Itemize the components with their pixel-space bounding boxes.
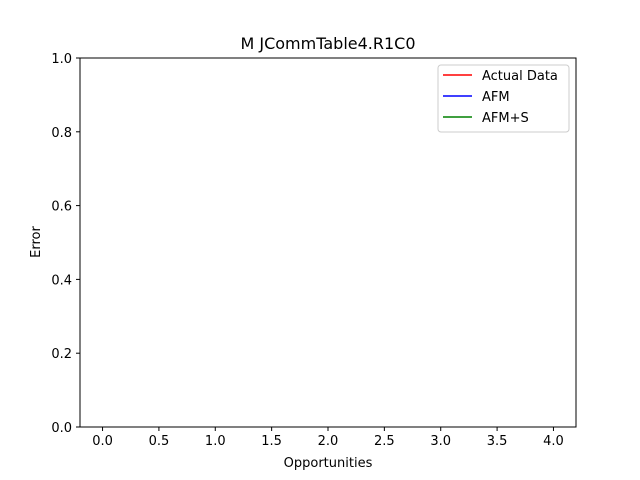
x-tick-label: 3.0: [430, 434, 451, 449]
y-tick-label: 0.6: [51, 200, 72, 215]
x-tick-label: 1.0: [205, 434, 226, 449]
legend: Actual Data AFM AFM+S: [437, 64, 570, 133]
legend-label: AFM: [482, 90, 510, 105]
legend-label: Actual Data: [482, 69, 558, 84]
y-axis-ticks: 0.0 0.2 0.4 0.6 0.8 1.0: [51, 52, 80, 436]
y-tick-label: 0.8: [51, 126, 72, 141]
x-axis-label: Opportunities: [284, 456, 373, 471]
x-tick-label: 2.5: [374, 434, 395, 449]
y-tick-label: 0.2: [51, 347, 72, 362]
y-tick-label: 0.4: [51, 273, 72, 288]
x-tick-label: 1.5: [261, 434, 282, 449]
y-axis-label: Error: [29, 226, 44, 258]
chart-title: M JCommTable4.R1C0: [240, 34, 415, 53]
legend-frame: [437, 64, 570, 133]
legend-items: Actual Data AFM AFM+S: [443, 69, 558, 126]
y-tick-label: 0.0: [51, 421, 72, 436]
x-tick-label: 3.5: [487, 434, 508, 449]
legend-label: AFM+S: [482, 111, 529, 126]
x-tick-label: 2.0: [318, 434, 339, 449]
x-tick-label: 0.5: [149, 434, 170, 449]
x-axis-ticks: 0.0 0.5 1.0 1.5 2.0 2.5 3.0 3.5 4.0: [92, 427, 564, 449]
x-tick-label: 0.0: [92, 434, 113, 449]
x-tick-label: 4.0: [543, 434, 564, 449]
y-tick-label: 1.0: [51, 52, 72, 67]
